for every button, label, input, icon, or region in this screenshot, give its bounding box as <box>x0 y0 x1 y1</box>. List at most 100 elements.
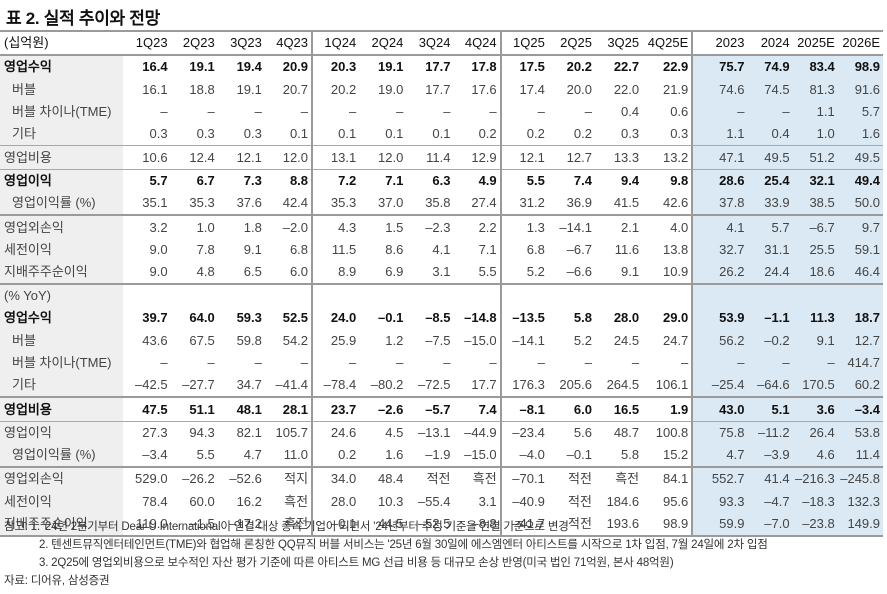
table-cell: 6.5 <box>243 264 262 280</box>
table-cell: 24.6 <box>311 420 360 445</box>
row-label: 기타 <box>0 374 124 398</box>
table-cell: 43.6 <box>142 332 168 348</box>
table-cell: – <box>254 355 262 370</box>
table-cell: 98.9 <box>642 512 693 538</box>
table-cell: 10.3 <box>378 493 404 509</box>
table-cell: 12.7 <box>547 145 595 170</box>
table-cell: 4.7 <box>691 444 748 468</box>
table-cell: 78.4 <box>142 493 168 509</box>
table-cell: – <box>792 351 838 375</box>
table-cell: 42.4 <box>282 195 309 211</box>
table-cell: 0.3 <box>243 126 262 142</box>
table-cell: 6.0 <box>289 264 309 280</box>
table-cell: 7.8 <box>196 241 215 257</box>
table-cell: – <box>499 100 548 124</box>
table-cell: –5.7 <box>406 396 454 422</box>
table-cell: 3.1 <box>478 493 497 509</box>
table-cell: 11.6 <box>614 241 640 257</box>
table-cell: 6.8 <box>499 238 548 261</box>
table-cell: 7.3 <box>217 168 265 193</box>
table-row: 버블 차이나(TME) – – – – – – – – – –0.4 0.6– –1.1 5.7 <box>0 100 883 124</box>
table-cell: 59.9 <box>691 512 748 538</box>
table-cell: 5.2 <box>573 332 592 348</box>
table-cell: 176.3 <box>499 374 548 398</box>
table-cell: 74.5 <box>747 78 793 101</box>
empty-cell <box>406 283 454 308</box>
column-header: 4Q25E <box>642 29 693 57</box>
table-cell: 0.2 <box>573 126 592 142</box>
table-cell: 2.2 <box>453 214 501 239</box>
table-cell: 9.1 <box>243 241 262 257</box>
table-cell: 106.1 <box>655 377 689 393</box>
table-cell: 43.0 <box>691 396 748 422</box>
table-cell: – <box>254 104 262 120</box>
table-cell: 15.2 <box>662 447 689 463</box>
table-cell: 20.7 <box>282 81 309 97</box>
row-label: 버블 <box>0 78 124 101</box>
table-cell: 12.1 <box>217 145 265 170</box>
table-cell: 47.1 <box>691 145 748 170</box>
row-label: 영업수익 <box>0 55 124 79</box>
column-header: 2024 <box>747 29 793 57</box>
table-row: 영업비용 10.6 12.4 12.1 12.0 13.1 12.0 11.4 12.9 12.1… <box>0 145 883 170</box>
table-cell: 20.2 <box>566 59 592 75</box>
table-cell: 53.8 <box>837 420 883 445</box>
table-row: 영업비용 47.5 51.1 48.1 28.1 23.7 –2.6 –5.7 7.4 –8.1 6… <box>0 396 883 422</box>
table-cell: 100.8 <box>642 420 693 445</box>
table-cell: 적전 <box>547 466 595 491</box>
table-cell: –72.5 <box>417 377 451 393</box>
empty-cell <box>594 283 643 308</box>
table-cell: 83.4 <box>792 55 838 79</box>
table-cell: 21.9 <box>662 81 689 97</box>
row-label: 세전이익 <box>0 490 124 513</box>
table-cell: 17.7 <box>425 59 451 75</box>
table-cell: 11.4 <box>406 145 454 170</box>
table-row: 영업이익 27.3 94.3 82.1 105.7 24.6 4.5 –13.1 –44.9 –2… <box>0 420 883 445</box>
table-cell: 16.2 <box>236 493 262 509</box>
table-cell: 1.1 <box>691 123 748 146</box>
table-cell: 7.1 <box>359 168 407 193</box>
table-cell: –14.8 <box>464 310 497 326</box>
table-cell: 47.5 <box>123 396 171 422</box>
table-cell: 4.7 <box>243 447 262 463</box>
empty-cell <box>547 283 595 308</box>
table-cell: 8.8 <box>264 168 313 193</box>
table-cell: –13.5 <box>499 307 548 330</box>
table-row: 지배주주순이익 9.0 4.8 6.5 6.0 8.9 6.9 3.1 5.5 5.2 –6.6 9.… <box>0 260 883 285</box>
empty-cell <box>642 283 693 308</box>
table-cell: 205.6 <box>559 377 592 393</box>
table-cell: 4.0 <box>642 214 693 239</box>
column-header: 2026E <box>837 29 883 57</box>
unit-label: (십억원) <box>0 29 124 57</box>
table-cell: 0.3 <box>670 126 689 142</box>
row-label: 영업비용 <box>0 396 124 422</box>
table-cell: 17.8 <box>471 59 497 75</box>
table-row: 영업외손익 529.0 –26.2 –52.6 적지 34.0 48.4 적전 흑전 –70.1 적… <box>0 466 883 491</box>
row-label: 영업이익률 (%) <box>0 192 124 216</box>
table-cell: 82.1 <box>217 420 265 445</box>
row-label: 버블 차이나(TME) <box>0 351 124 375</box>
table-cell: – <box>747 351 793 375</box>
table-cell: 53.9 <box>691 307 748 330</box>
row-label: 영업외손익 <box>0 214 124 239</box>
row-label: 영업이익 <box>0 420 124 445</box>
empty-cell <box>170 283 218 308</box>
table-cell: 11.3 <box>792 307 838 330</box>
table-cell: 24.4 <box>747 260 793 285</box>
table-cell: 9.0 <box>149 241 168 257</box>
table-cell: –42.5 <box>135 377 168 393</box>
table-cell: –15.0 <box>464 447 497 463</box>
table-cell: 4.1 <box>691 214 748 239</box>
table-cell: 64.0 <box>189 310 215 326</box>
table-row: 영업이익 5.7 6.7 7.3 8.8 7.2 7.1 6.3 4.9 5.5 7.4 9.4 9.8… <box>0 168 883 193</box>
table-cell: –245.8 <box>837 466 883 491</box>
table-cell: 0.2 <box>499 123 548 146</box>
table-cell: 91.6 <box>837 78 883 101</box>
empty-cell <box>691 283 748 308</box>
table-cell: 1.1 <box>792 100 838 124</box>
yoy-label: (% YoY) <box>0 283 124 308</box>
column-header: 3Q25 <box>594 29 643 57</box>
table-cell: –40.9 <box>499 490 548 513</box>
table-cell: –7.0 <box>747 512 793 538</box>
table-row: 영업수익 16.4 19.1 19.4 20.9 20.3 19.1 17.7 17.8 17.5… <box>0 55 883 79</box>
